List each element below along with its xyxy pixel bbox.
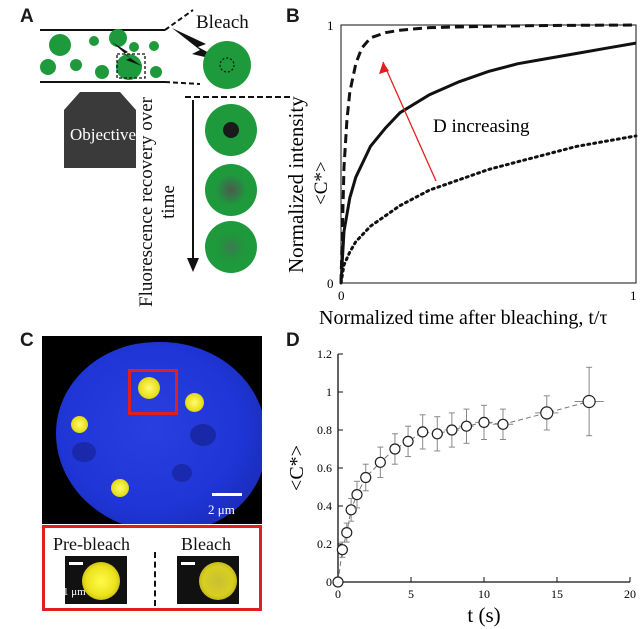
panel-c-letter: C [20,330,34,351]
ytick-top: 1 [327,18,334,33]
chart-d-marker [374,456,386,468]
chart-d-marker [360,471,372,484]
chart-d-xtick-label: 0 [335,587,341,601]
scale-bar-main [212,493,242,496]
chart-d-ytick-label: 1 [326,385,332,399]
chart-b-ylabel-main: Normalized intensity [284,96,308,273]
ytick-bottom: 0 [327,276,334,291]
chart-d-point [336,541,348,558]
droplets-in-channel [40,29,162,80]
scale-bar-main-label: 2 μm [208,502,235,517]
chart-b-frame [340,24,637,284]
chart-d-xlabel: t (s) [467,603,500,627]
chart-d-point [351,480,363,509]
chart-d-ylabel: <C*> [286,445,308,491]
chart-d-point [360,463,372,492]
chart-d-point [332,576,344,588]
chart-d-marker [345,504,357,516]
chart-d-marker [341,527,353,539]
scale-bar-inset [69,562,83,565]
chart-d-xtick-label: 15 [551,587,563,601]
chart-d-point [416,414,429,450]
chart-d-marker [446,424,458,436]
panel-d-letter: D [286,330,300,351]
chart-d-xtick-label: 10 [478,587,490,601]
chart-d-point [345,497,357,522]
chart-d-point [535,395,559,431]
condensate [138,377,160,399]
chart-d-xtick-label: 20 [624,587,636,601]
bleach-label: Bleach [196,12,249,33]
bleach-inset-label: Bleach [181,534,231,554]
recovery-droplets [205,104,257,273]
chart-b-series-dashed [339,23,637,284]
chart-b-series-solid [339,41,637,284]
chart-d-point [402,425,414,458]
chart-d-marker [460,420,473,432]
bleach-bolt-small [112,42,142,66]
bleach-bolt-large [172,28,226,62]
objective-label: Objective [70,125,137,144]
chart-d-marker [351,489,363,501]
chart-d-point [389,433,401,465]
chart-d-ytick-label: 0.6 [317,461,332,475]
prebleach-image: 1 μm [65,556,127,604]
chart-d-xtick-label: 5 [408,587,414,601]
inset-divider [154,552,156,606]
chart-d-ytick-label: 0 [326,575,332,589]
condensate [71,416,88,433]
chart-d-ytick-label: 0.8 [317,423,332,437]
chart-b-series-dotted [339,134,638,285]
bleach-image [177,556,239,604]
d-increasing-arrow [382,61,437,182]
zoom-droplet-bleach [203,41,251,89]
chart-d-point [431,416,444,452]
chart-d-marker [497,418,509,430]
chart-b-xlabel: Normalized time after bleaching, t/τ [319,307,607,329]
chart-b-ylabel-sym: <C*> [311,161,332,205]
chart-d-point [574,366,604,437]
prebleach-label: Pre-bleach [53,534,130,554]
chart-d-marker [540,406,554,420]
panel-a-letter: A [20,6,34,27]
chart-d-point [492,408,514,440]
chart-d-marker [389,443,401,455]
chart-d-marker [431,428,443,440]
chart-d-point [374,446,386,478]
chart-d-ytick-label: 0.2 [317,537,332,551]
chart-d-point [444,412,460,448]
chart-d-ytick-label: 1.2 [317,347,332,361]
scale-bar-inset-label: 1 μm [65,586,86,598]
panel-a-diagram [40,9,290,273]
chart-d-marker [402,435,414,448]
objective [64,92,136,168]
chart-d-marker [332,576,344,588]
recovery-label: Fluorescence recovery over time [136,97,179,307]
condensate [111,479,129,497]
chart-d-ytick-label: 0.4 [317,499,332,513]
chart-d-marker [336,544,348,556]
xtick-left: 0 [338,288,345,303]
selection-box [116,53,146,79]
chart-d-point [475,404,493,440]
chart-d-point [341,522,353,543]
chart-b: 1 0 0 1 D increasing Normalized intensit… [284,18,638,329]
chart-d-marker [582,394,596,409]
chart-d-point [459,408,474,444]
condensate [185,393,204,412]
xtick-right: 1 [630,288,637,303]
chart-d-marker [417,426,429,438]
chart-d-trend-line [337,401,590,583]
chart-d: 0 0.2 0.4 0.6 0.8 1 1.2 0 5 10 15 20 t (s) <C*> [286,347,636,627]
highlight-box [128,369,178,415]
panel-b-letter: B [286,6,300,27]
chart-d-marker [478,416,490,429]
nucleus-image: 2 μm [42,336,262,524]
inset-box: Pre-bleach Bleach 1 μm [42,525,262,611]
d-increasing-label: D increasing [433,116,530,137]
